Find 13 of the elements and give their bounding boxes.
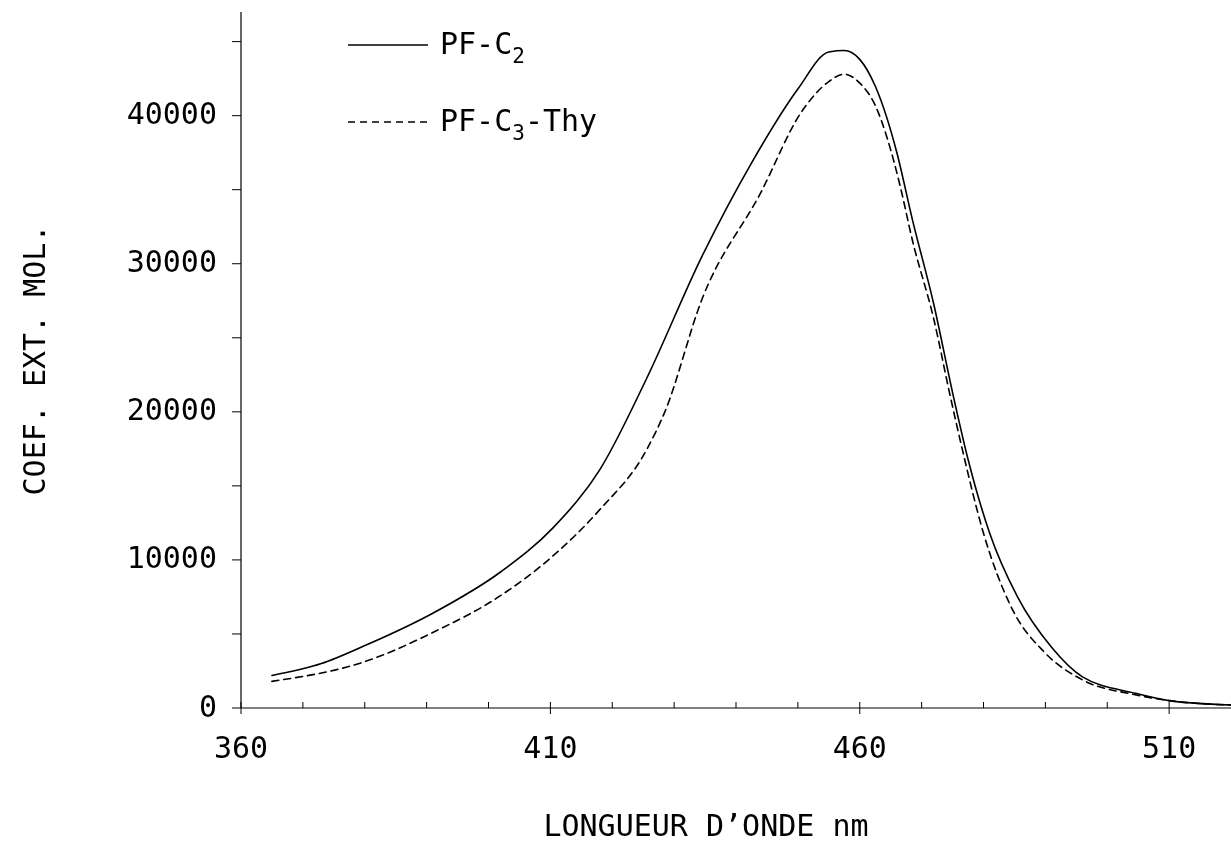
x-tick-label: 410 [523, 730, 578, 765]
x-tick-label: 460 [832, 730, 887, 765]
y-tick-label: 30000 [126, 244, 217, 280]
legend-label: PF-C$_{2}$ [440, 25, 525, 68]
x-tick-label: 360 [213, 730, 269, 765]
y-tick-label: 10000 [126, 540, 217, 576]
legend-label: PF-C$_{3}$-Thy [440, 102, 598, 145]
y-tick-label: 20000 [126, 392, 217, 428]
y-axis-title: COEF. EXT. MOL. [17, 224, 52, 496]
y-tick-label: 0 [198, 688, 217, 724]
x-axis-title: LONGUEUR D’ONDE nm [543, 808, 869, 843]
x-tick-label: 510 [1142, 730, 1197, 765]
y-tick-label: 40000 [126, 96, 217, 132]
